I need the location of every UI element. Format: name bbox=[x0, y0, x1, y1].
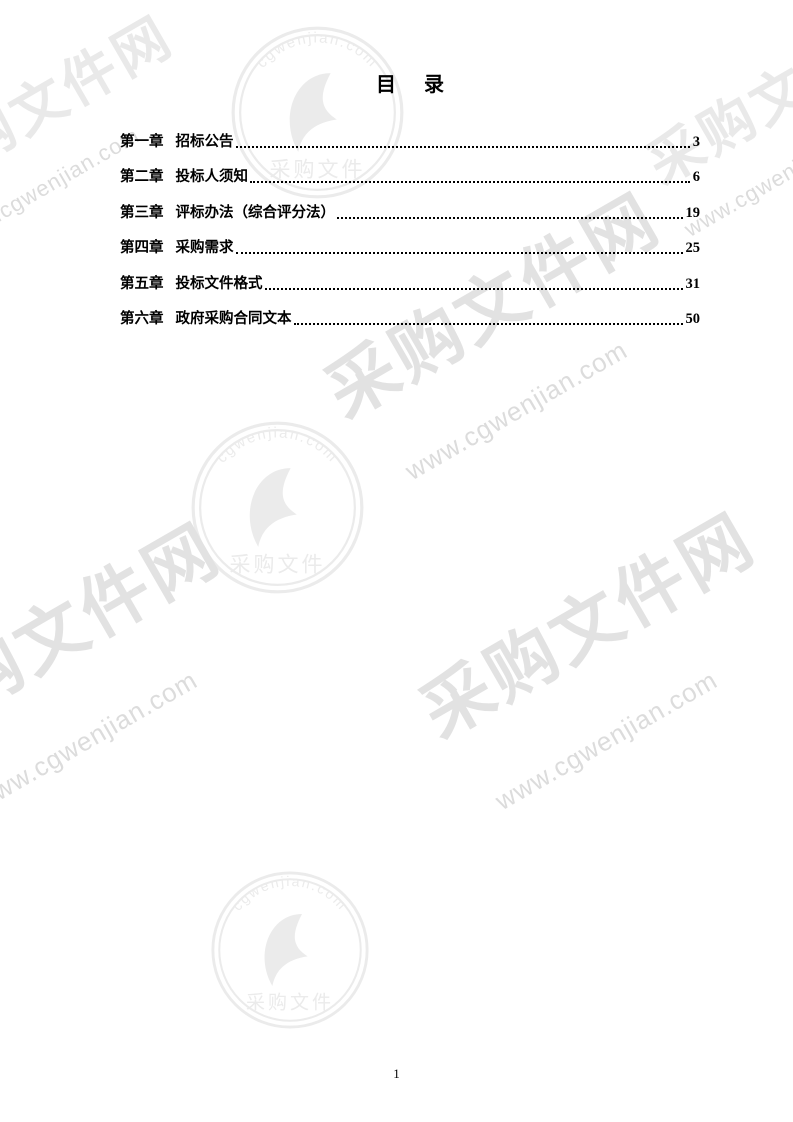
toc-entry-chapter: 第二章 bbox=[120, 170, 176, 186]
toc-entry-chapter: 第三章 bbox=[120, 206, 176, 222]
page-number: 1 bbox=[0, 1066, 793, 1082]
toc-entry: 第五章投标文件格式 31 bbox=[120, 277, 700, 293]
watermark-han-text: 采购文件网 bbox=[400, 485, 771, 757]
toc-entry: 第四章采购需求 25 bbox=[120, 241, 700, 257]
toc-entry: 第一章招标公告 3 bbox=[120, 135, 700, 151]
toc-entry-leader bbox=[236, 146, 690, 148]
toc-entry-title: 采购需求 bbox=[176, 241, 234, 257]
toc-entry-page: 50 bbox=[684, 312, 701, 328]
watermark-stamp: cgwenjian.com 采购文件 bbox=[190, 420, 365, 595]
toc-entry-chapter: 第四章 bbox=[120, 241, 176, 257]
toc-entry-page: 6 bbox=[691, 170, 700, 186]
toc-entry: 第三章评标办法（综合评分法） 19 bbox=[120, 206, 700, 222]
toc-entry-page: 3 bbox=[691, 135, 700, 151]
toc-entry-page: 25 bbox=[684, 241, 701, 257]
toc-entry-title: 政府采购合同文本 bbox=[176, 312, 292, 328]
toc-entry-page: 19 bbox=[684, 206, 701, 222]
svg-text:cgwenjian.com: cgwenjian.com bbox=[229, 873, 351, 914]
toc-entry-chapter: 第一章 bbox=[120, 135, 176, 151]
toc-list: 第一章招标公告 3 第二章投标人须知 6 第三章评标办法（综合评分法） 19 第四章采购需求… bbox=[120, 135, 700, 328]
toc-entry-chapter: 第五章 bbox=[120, 277, 176, 293]
toc-entry-title: 招标公告 bbox=[176, 135, 234, 151]
toc-title: 目录 bbox=[120, 68, 700, 97]
toc-entry-leader bbox=[294, 323, 683, 325]
toc-entry: 第六章政府采购合同文本 50 bbox=[120, 312, 700, 328]
svg-text:采购文件: 采购文件 bbox=[246, 991, 334, 1013]
content-area: 目录 第一章招标公告3第二章投标人须知6第三章评标办法（综合评分法）19第四章采… bbox=[120, 68, 700, 348]
watermark-url-text: www.cgwenjian.com bbox=[400, 334, 633, 486]
toc-entry-title: 投标文件格式 bbox=[176, 277, 263, 293]
toc-entry-chapter: 第六章 bbox=[120, 312, 176, 328]
svg-text:cgwenjian.com: cgwenjian.com bbox=[213, 424, 342, 466]
toc-entry: 第二章投标人须知 6 bbox=[120, 170, 700, 186]
toc-entry-leader bbox=[250, 181, 690, 183]
toc-title-char2: 录 bbox=[424, 74, 444, 96]
toc-entry-leader bbox=[337, 217, 683, 219]
toc-title-char1: 目 bbox=[376, 74, 396, 96]
toc-entry-title: 评标办法（综合评分法） bbox=[176, 206, 336, 222]
svg-text:cgwenjian.com: cgwenjian.com bbox=[253, 29, 382, 71]
svg-text:采购文件: 采购文件 bbox=[230, 552, 326, 576]
watermark-han-text: 采购文件网 bbox=[0, 495, 236, 767]
watermark-url-text: www.cgwenjian.com bbox=[0, 664, 203, 816]
watermark-stamp: cgwenjian.com 采购文件 bbox=[210, 870, 370, 1030]
watermark-url-text: www.cgwenjian.com bbox=[490, 664, 723, 816]
toc-entry-title: 投标人须知 bbox=[176, 170, 249, 186]
toc-entry-leader bbox=[265, 288, 683, 290]
page: cgwenjian.com采购文件cgwenjian.com采购文件cgwenj… bbox=[0, 0, 793, 1122]
toc-entry-page: 31 bbox=[684, 277, 701, 293]
toc-entry-leader bbox=[236, 252, 683, 254]
